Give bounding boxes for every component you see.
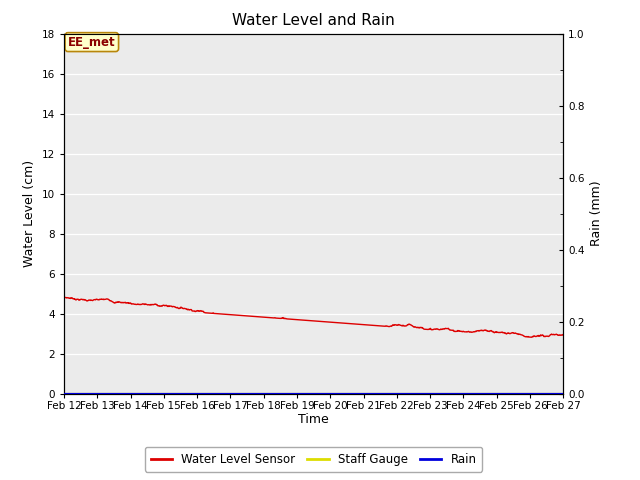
Text: EE_met: EE_met <box>68 36 116 48</box>
Y-axis label: Rain (mm): Rain (mm) <box>590 181 603 246</box>
Y-axis label: Water Level (cm): Water Level (cm) <box>23 160 36 267</box>
Legend: Water Level Sensor, Staff Gauge, Rain: Water Level Sensor, Staff Gauge, Rain <box>145 447 483 472</box>
X-axis label: Time: Time <box>298 413 329 426</box>
Title: Water Level and Rain: Water Level and Rain <box>232 13 395 28</box>
